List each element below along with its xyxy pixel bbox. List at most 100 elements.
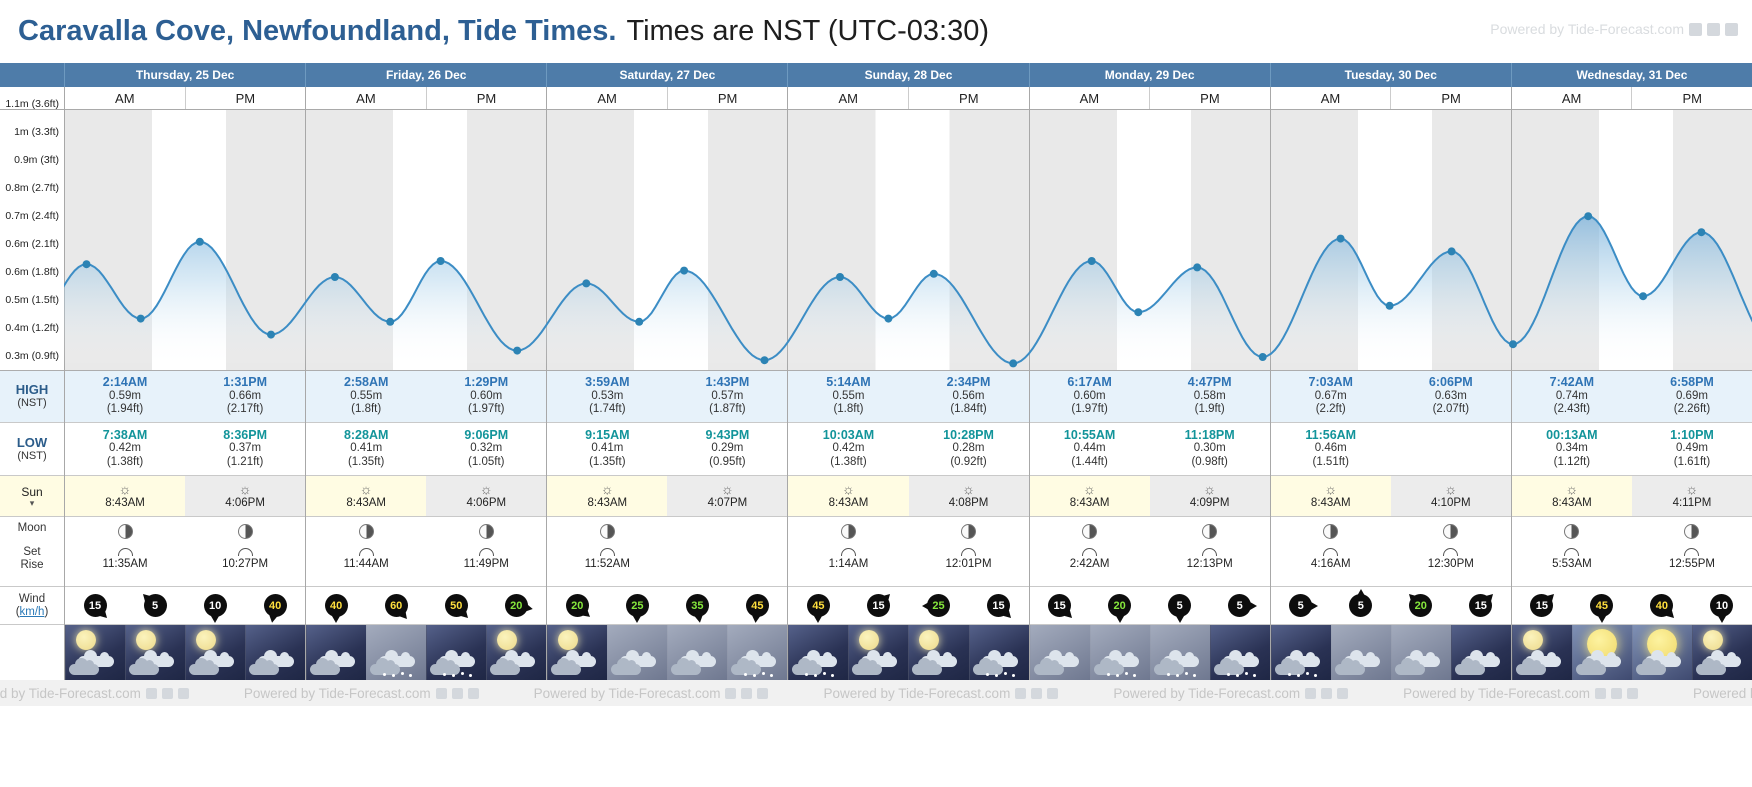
- wind-speed-value: 45: [1595, 599, 1609, 612]
- tide-forecast-link[interactable]: Powered by Tide-Forecast.com: [823, 685, 1011, 701]
- cloud-icon: [1334, 658, 1365, 675]
- moon-cell-am: 11:44AM: [306, 517, 426, 586]
- wind-slot: 20: [1391, 590, 1451, 617]
- share-icon[interactable]: [1594, 687, 1606, 699]
- wind-speed-badge: 5: [140, 590, 167, 617]
- day-header[interactable]: Thursday, 25 Dec: [64, 63, 306, 87]
- share-icon[interactable]: [1725, 22, 1738, 36]
- high-tide-height-ft: (1.94ft): [106, 403, 144, 416]
- cloud-icon: [249, 658, 280, 675]
- share-icon[interactable]: [1015, 687, 1027, 699]
- weather-tile-cloud: [1029, 625, 1090, 680]
- high-tide-height-m: 0.60m: [470, 389, 503, 402]
- sunrise-icon: ☼: [842, 481, 855, 497]
- tide-forecast-link[interactable]: Powered by Tide-Forecast.com: [533, 685, 721, 701]
- high-tide-cell-pm: 1:29PM 0.60m (1.97ft): [426, 371, 546, 422]
- moon-phase-icon: [1684, 524, 1700, 539]
- wind-unit-link[interactable]: km/h: [19, 605, 45, 618]
- share-icon[interactable]: [467, 687, 479, 699]
- share-icon[interactable]: [1689, 22, 1702, 36]
- cloud-icon: [912, 658, 943, 675]
- share-icon[interactable]: [1626, 687, 1638, 699]
- low-tide-height-ft: (0.92ft): [950, 455, 987, 468]
- sunrise-icon: ☼: [600, 481, 614, 497]
- low-tide-height-m: 0.49m: [1675, 442, 1708, 455]
- moon-phase-icon: [961, 524, 977, 539]
- tide-forecast-link[interactable]: Powered by Tide-Forecast.com: [1490, 21, 1684, 37]
- share-icon[interactable]: [1321, 687, 1333, 699]
- day-header[interactable]: Wednesday, 31 Dec: [1510, 63, 1752, 87]
- powered-by-watermark: Powered by Tide-Forecast.com: [534, 686, 769, 701]
- day-header[interactable]: Monday, 29 Dec: [1028, 63, 1270, 87]
- moon-row: 11:44AM 11:49PM: [306, 516, 547, 586]
- wind-speed-value: 5: [151, 599, 159, 612]
- share-icon[interactable]: [435, 687, 447, 699]
- tide-forecast-link[interactable]: Powered by Tide-Forecast.com: [1692, 685, 1752, 701]
- wind-direction-arrow: [211, 615, 220, 623]
- cloud-icon: [1093, 658, 1124, 675]
- sunrise-icon: ☼: [359, 481, 373, 497]
- moon-cell-pm: 12:13PM: [1150, 517, 1270, 586]
- share-icon[interactable]: [1031, 687, 1043, 699]
- high-tide-row: 5:14AM 0.55m (1.8ft) 2:34PM 0.56m (1.84ft): [788, 370, 1029, 422]
- high-tide-time: 2:34PM: [946, 375, 991, 390]
- tide-forecast-link[interactable]: Powered by Tide-Forecast.com: [243, 685, 431, 701]
- moon-riseset-arc-icon: [1684, 548, 1700, 556]
- weather-row: [65, 624, 306, 680]
- share-icon[interactable]: [451, 687, 463, 699]
- wind-speed-value: 15: [1535, 599, 1548, 612]
- day-header[interactable]: Saturday, 27 Dec: [546, 63, 788, 87]
- wind-direction-arrow: [399, 610, 411, 622]
- share-icon[interactable]: [757, 687, 769, 699]
- moon-cell-pm: 12:30PM: [1391, 517, 1511, 586]
- high-tide-time: 1:31PM: [223, 375, 267, 390]
- day-header[interactable]: Friday, 26 Dec: [305, 63, 547, 87]
- share-icon[interactable]: [145, 687, 157, 699]
- high-tide-height-ft: (1.74ft): [589, 403, 626, 416]
- powered-by-watermark: Powered by Tide-Forecast.com: [1403, 686, 1638, 701]
- sunset-icon: ☼: [1444, 481, 1458, 497]
- moon-riseset-arc-icon: [117, 548, 133, 556]
- snow-icon: [744, 673, 748, 676]
- moon-event-time: 11:52AM: [584, 558, 630, 570]
- ampm-header-row: AM PM: [306, 87, 547, 110]
- share-icon[interactable]: [1707, 22, 1720, 36]
- wind-direction-arrow: [582, 608, 593, 620]
- tide-forecast-link[interactable]: Powered by Tide-Forecast.com: [1403, 685, 1590, 701]
- share-icon[interactable]: [1047, 687, 1059, 699]
- low-tide-height-ft: (1.61ft): [1673, 455, 1711, 468]
- ampm-header-row: AM PM: [547, 87, 788, 110]
- wind-direction-arrow: [751, 615, 761, 623]
- wind-row-label-cell: Wind (km/h): [0, 586, 64, 624]
- share-icon[interactable]: [161, 687, 173, 699]
- day-header[interactable]: Tuesday, 30 Dec: [1269, 63, 1511, 87]
- wind-slot: 15: [848, 590, 908, 617]
- wind-speed-badge: 10: [1710, 594, 1734, 623]
- low-tide-height-ft: (1.35ft): [347, 455, 385, 468]
- cloud-icon: [69, 658, 99, 675]
- share-icon[interactable]: [741, 687, 753, 699]
- tide-forecast-link[interactable]: Powered by Tide-Forecast.com: [1113, 685, 1301, 701]
- moon-riseset-arc-icon: [358, 548, 374, 556]
- high-tide-height-m: 0.59m: [109, 389, 142, 402]
- cloud-icon: [1033, 658, 1064, 675]
- high-tide-height-m: 0.57m: [711, 389, 744, 402]
- high-tide-cell-am: 7:42AM 0.74m (2.43ft): [1512, 371, 1632, 422]
- wind-direction-arrow: [695, 614, 705, 623]
- high-tide-time: 4:47PM: [1187, 375, 1232, 390]
- weather-tile-night-snow: [1209, 625, 1270, 680]
- low-tide-time: 7:38AM: [102, 427, 148, 442]
- moon-row: 5:53AM 12:55PM: [1511, 516, 1752, 586]
- share-icon[interactable]: [725, 687, 737, 699]
- tide-forecast-link[interactable]: Powered by Tide-Forecast.com: [0, 685, 141, 701]
- high-tide-cell-am: 2:14AM 0.59m (1.94ft): [65, 371, 185, 422]
- high-tide-row: 7:03AM 0.67m (2.2ft) 6:06PM 0.63m (2.07ft): [1270, 370, 1511, 422]
- moon-icon: [196, 630, 217, 650]
- moon-cell-pm: 10:27PM: [185, 517, 305, 586]
- share-icon[interactable]: [1610, 687, 1622, 699]
- day-header[interactable]: Sunday, 28 Dec: [787, 63, 1029, 87]
- share-icon[interactable]: [177, 687, 189, 699]
- share-icon[interactable]: [1305, 687, 1317, 699]
- day-column: Friday, 26 Dec AM PM 2:58AM 0.55m (1.8ft) 1:29…: [305, 63, 547, 680]
- share-icon[interactable]: [1337, 687, 1349, 699]
